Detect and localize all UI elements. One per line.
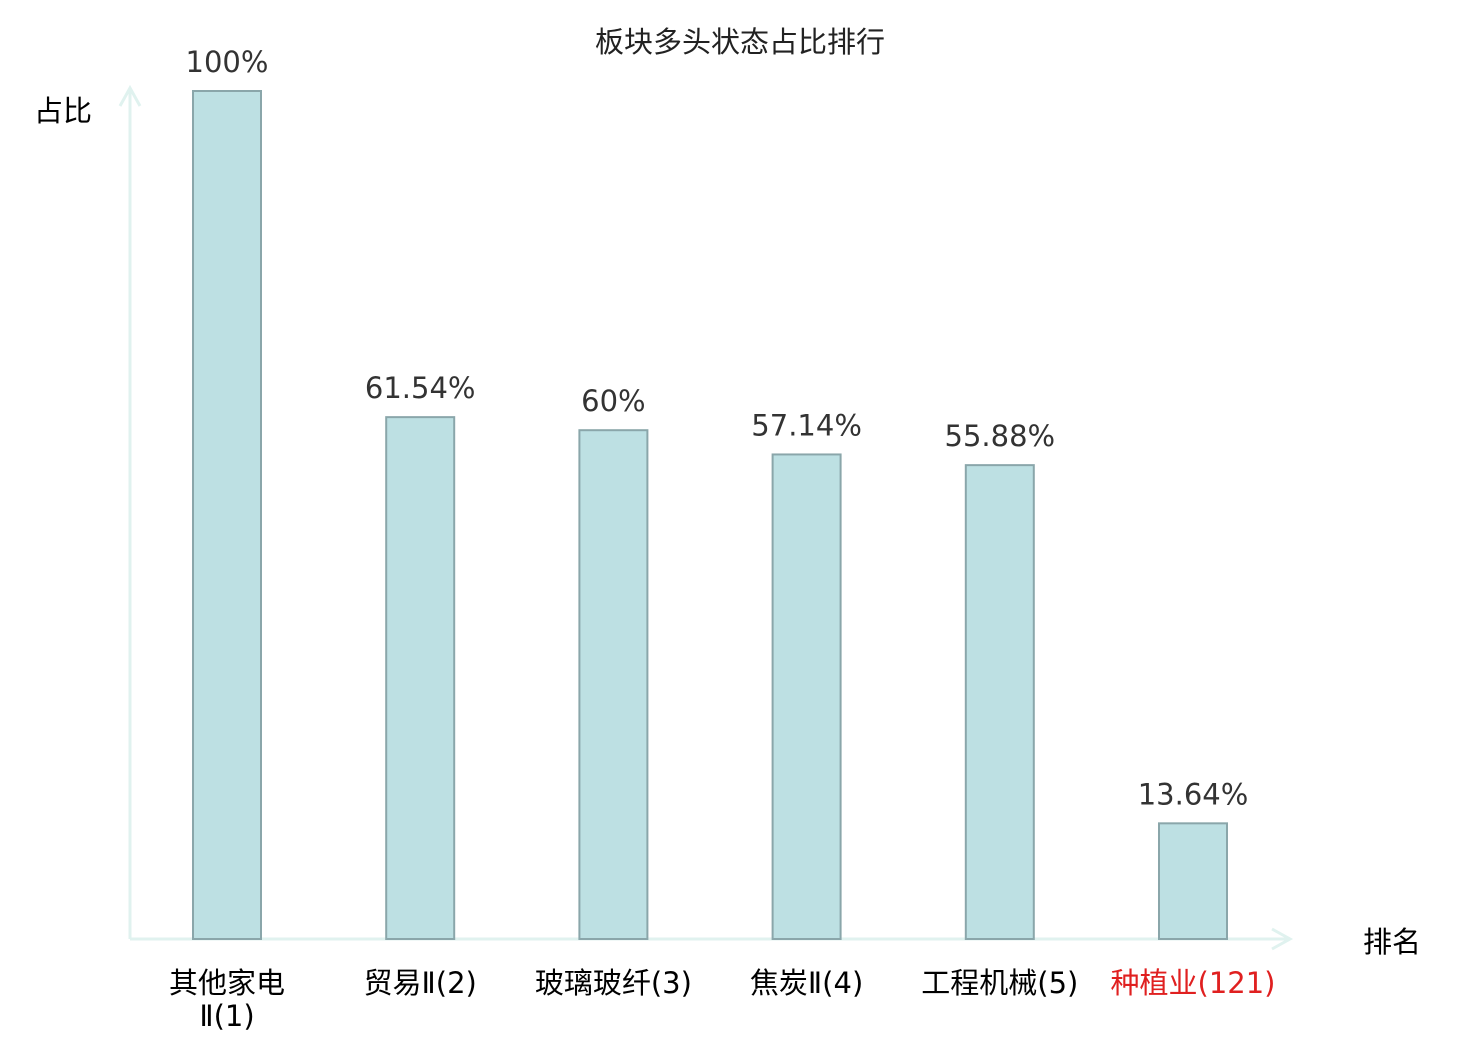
bar — [192, 90, 262, 940]
category-label: 贸易Ⅱ(2) — [364, 966, 477, 1000]
bars — [192, 90, 1228, 941]
bar — [578, 429, 649, 940]
category-label-highlight: 种植业(121) — [1111, 966, 1276, 1000]
value-label: 13.64% — [1138, 777, 1249, 811]
bar — [385, 416, 456, 940]
bar — [964, 464, 1035, 940]
x-axis-arrow — [1271, 927, 1294, 951]
x-axis-label: 排名 — [1363, 925, 1421, 959]
value-label: 100% — [186, 45, 269, 79]
category-labels: 其他家电 Ⅱ(1) 贸易Ⅱ(2) 玻璃玻纤(3) 焦炭Ⅱ(4) 工程机械(5) 种植业(12… — [169, 966, 1276, 1033]
value-label: 57.14% — [751, 408, 862, 442]
y-axis-label: 占比 — [34, 94, 92, 128]
value-label: 60% — [581, 384, 645, 418]
category-label: 玻璃玻纤(3) — [535, 966, 692, 1000]
chart-title: 板块多头状态占比排行 — [595, 25, 885, 59]
y-axis-arrow — [118, 84, 142, 107]
value-label: 61.54% — [365, 371, 476, 405]
value-label: 55.88% — [945, 419, 1056, 453]
category-label: 其他家电 Ⅱ(1) — [169, 966, 285, 1033]
category-label: 焦炭Ⅱ(4) — [750, 966, 863, 1000]
axes — [118, 84, 1294, 951]
bar — [771, 453, 842, 940]
bar — [1158, 822, 1228, 941]
category-label: 工程机械(5) — [921, 966, 1078, 1000]
value-labels: 100% 61.54% 60% 57.14% 55.88% 13.64% — [186, 45, 1249, 811]
